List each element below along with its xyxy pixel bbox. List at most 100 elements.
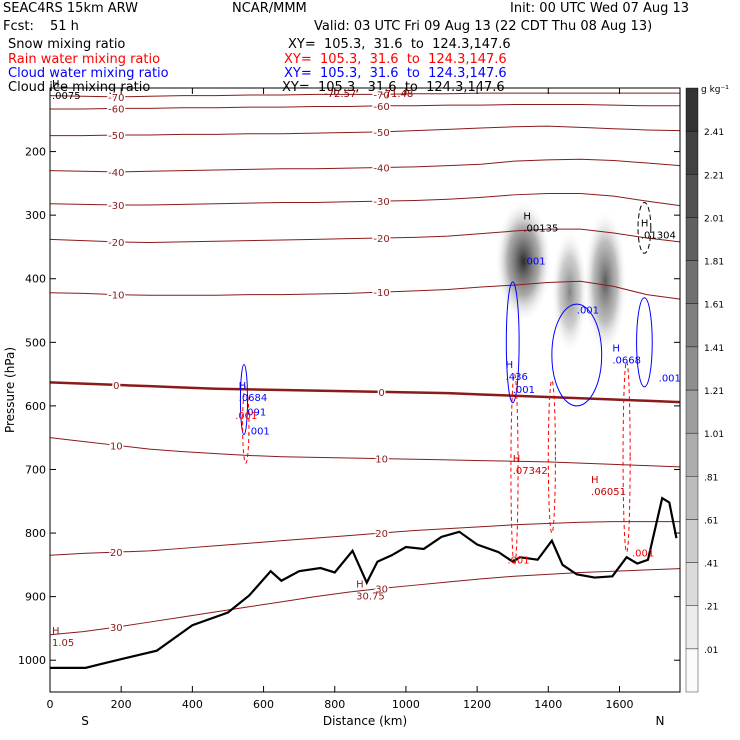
x-tick-label: 800 — [324, 698, 345, 711]
colorbar-unit: g kg⁻¹ — [701, 85, 729, 95]
colorbar-label: .41 — [704, 560, 718, 570]
north-end-label: N — [656, 714, 665, 728]
temperature-contour-label: -20 — [108, 238, 124, 249]
contour-value-label: -72.57 — [324, 89, 356, 100]
maximum-marker: H — [513, 454, 521, 465]
temperature-contour — [49, 521, 680, 556]
field-name-snow: Snow mixing ratio — [8, 37, 126, 52]
temperature-contour — [50, 125, 681, 137]
field-name-rain: Rain water mixing ratio — [8, 52, 161, 67]
maximum-marker: H — [52, 626, 60, 637]
maximum-value: .0075 — [52, 91, 81, 102]
colorbar-label: .01 — [704, 646, 718, 656]
colorbar-swatch — [685, 174, 699, 218]
maximum-value: .0668 — [612, 356, 641, 367]
maximum-value: 30.75 — [356, 591, 385, 602]
x-tick-label: 600 — [253, 698, 274, 711]
maximum-marker: H — [641, 218, 649, 229]
init-time: Init: 00 UTC Wed 07 Aug 13 — [510, 1, 690, 16]
x-tick-label: 1400 — [534, 698, 562, 711]
x-tick-label: 200 — [111, 698, 132, 711]
colorbar-label: 1.61 — [704, 301, 724, 311]
forecast-hours: 51 h — [50, 19, 79, 34]
colorbar-label: .81 — [704, 473, 718, 483]
colorbar-swatch — [685, 260, 699, 304]
temperature-contour-label: -60 — [373, 102, 389, 113]
maximum-marker: H — [52, 79, 60, 90]
temperature-contour — [49, 280, 681, 300]
temperature-contour — [49, 158, 681, 173]
mixing-ratio-contour — [547, 379, 556, 534]
y-tick-label: 300 — [25, 209, 46, 222]
colorbar-swatch — [685, 476, 699, 520]
field-xy-cloud-water: XY= 105.3, 31.6 to 124.3,147.6 — [284, 66, 507, 81]
temperature-contour-label: 20 — [375, 529, 388, 540]
mixing-ratio-contour — [505, 281, 520, 404]
contour-value-label: -71.48 — [381, 89, 413, 100]
mixing-ratio-contour — [242, 386, 250, 464]
temperature-contour-label: -10 — [108, 291, 124, 302]
temperature-contour-label: 30 — [375, 584, 388, 595]
temperature-contour-label: -60 — [108, 104, 124, 115]
x-tick-label: 400 — [182, 698, 203, 711]
temperature-contour-label: -30 — [108, 201, 124, 212]
x-tick-label: 1000 — [392, 698, 420, 711]
forecast-label: Fcst: — [3, 19, 34, 34]
plot-frame — [49, 87, 681, 693]
colorbar-swatch — [685, 130, 699, 175]
colorbar-label: 1.41 — [704, 344, 724, 354]
colorbar-label: 2.41 — [704, 128, 724, 138]
contour-value-label: .001 — [248, 427, 270, 438]
model-title: SEAC4RS 15km ARW — [3, 1, 139, 16]
mixing-ratio-contour — [636, 297, 653, 388]
colorbar-label: 1.21 — [704, 387, 724, 397]
temperature-contour-label: -70 — [108, 93, 124, 104]
contour-value-label: .001 — [235, 411, 257, 422]
center-title: NCAR/MMM — [232, 1, 307, 16]
mixing-ratio-contour — [239, 364, 249, 436]
colorbar-swatch — [685, 87, 699, 132]
temperature-contour-label: -50 — [108, 131, 124, 142]
y-tick-label: 500 — [25, 336, 46, 349]
maximum-marker: H — [591, 475, 599, 486]
colorbar-label: .21 — [704, 603, 718, 613]
x-axis-label: Distance (km) — [323, 714, 407, 728]
temperature-contour-label: -10 — [373, 288, 389, 299]
colorbar-swatch — [685, 303, 699, 348]
maximum-value: .0684 — [239, 393, 268, 404]
y-tick-label: 900 — [25, 591, 46, 604]
temperature-contour-label: 30 — [110, 623, 123, 634]
terrain-line — [50, 496, 678, 669]
y-tick-label: 800 — [25, 527, 46, 540]
maximum-marker: H — [612, 344, 620, 355]
mixing-ratio-contour — [510, 373, 519, 566]
temperature-contour-label: 0 — [378, 388, 384, 399]
contour-value-label: .091 — [244, 407, 266, 418]
contour-value-label: .001 — [577, 306, 599, 317]
field-xy-rain: XY= 105.3, 31.6 to 124.3,147.6 — [284, 52, 507, 67]
contour-value-label: .001 — [507, 556, 529, 567]
maximum-marker: H — [239, 381, 247, 392]
contour-value-label: .001 — [632, 549, 654, 560]
temperature-contour-label: -40 — [108, 168, 124, 179]
maximum-value: .06051 — [591, 487, 626, 498]
y-tick-label: 400 — [25, 273, 46, 286]
colorbar-swatch — [685, 432, 699, 477]
maximum-value: .01304 — [641, 230, 676, 241]
mixing-ratio-contour — [551, 303, 603, 407]
colorbar-label: 2.01 — [704, 214, 724, 224]
temperature-contour — [50, 104, 680, 110]
south-end-label: S — [81, 714, 89, 728]
x-tick-label: 1200 — [463, 698, 491, 711]
maximum-value: .00135 — [523, 223, 558, 234]
temperature-contour-label: 10 — [110, 441, 123, 452]
field-name-cloud-water: Cloud water mixing ratio — [8, 66, 169, 81]
mixing-ratio-contour — [622, 360, 631, 553]
y-tick-label: 200 — [25, 146, 46, 159]
temperature-contour-label: 0 — [113, 381, 119, 392]
contour-value-label: .001 — [659, 374, 681, 385]
y-tick-label: 600 — [25, 400, 46, 413]
maximum-marker: H — [356, 579, 364, 590]
temperature-contour-label: -70 — [373, 90, 389, 101]
